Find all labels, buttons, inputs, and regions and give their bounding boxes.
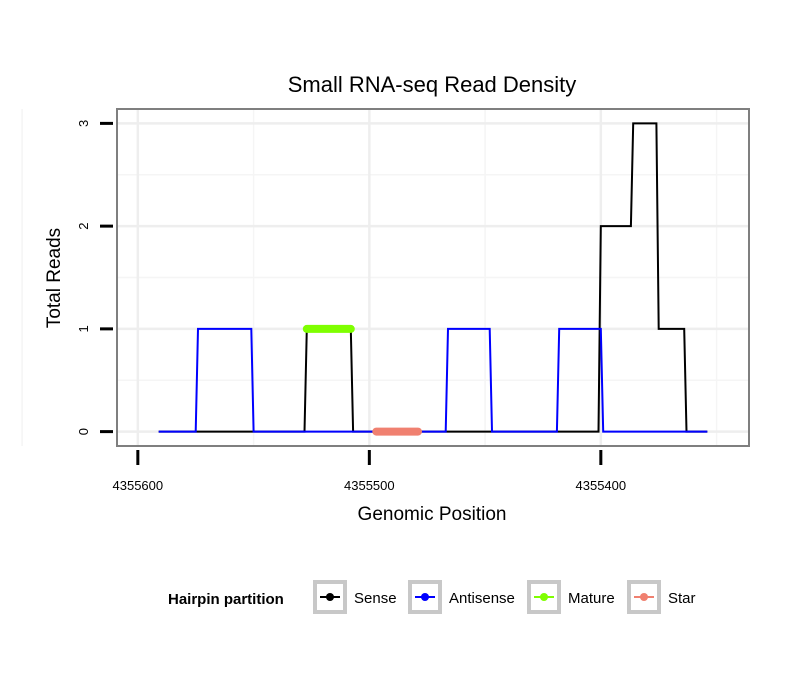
legend-label-star: Star <box>668 590 696 607</box>
legend-dot-star <box>640 593 648 601</box>
y-tick-label: 0 <box>76 428 91 435</box>
legend-label-antisense: Antisense <box>449 590 515 607</box>
series-line-antisense <box>158 327 708 433</box>
axes: 4355600 4355500 4355400 0 1 2 3 <box>76 120 626 493</box>
legend-dot-mature <box>540 593 548 601</box>
y-tick-label: 1 <box>76 325 91 332</box>
x-tick-label: 4355600 <box>113 478 164 493</box>
legend: Hairpin partition Sense Antisense Mature St… <box>168 580 696 614</box>
chart-title: Small RNA-seq Read Density <box>288 72 577 97</box>
y-axis-title: Total Reads <box>44 228 65 328</box>
x-tick-label: 4355500 <box>344 478 395 493</box>
legend-label-sense: Sense <box>354 590 397 607</box>
x-axis-title: Genomic Position <box>358 504 507 525</box>
legend-dot-sense <box>326 593 334 601</box>
y-tick-label: 2 <box>76 223 91 230</box>
x-tick-label: 4355400 <box>576 478 627 493</box>
series-layer <box>158 122 708 436</box>
legend-title: Hairpin partition <box>168 591 284 608</box>
legend-label-mature: Mature <box>568 590 615 607</box>
grid-lines <box>21 109 749 446</box>
legend-dot-antisense <box>421 593 429 601</box>
y-tick-label: 3 <box>76 120 91 127</box>
plot-panel-border <box>116 108 750 447</box>
